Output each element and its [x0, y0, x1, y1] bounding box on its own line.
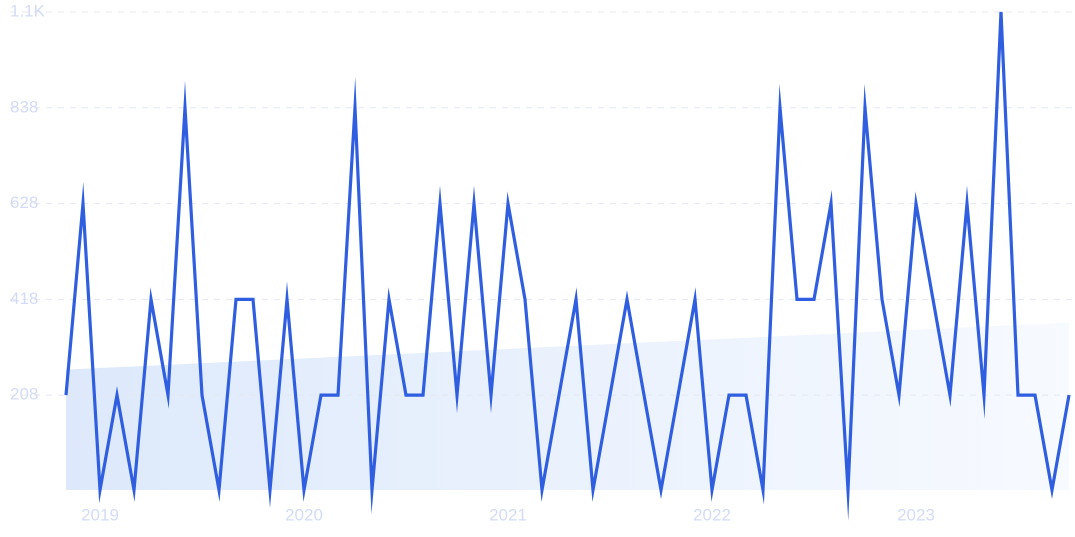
y-tick-label: 628 — [10, 193, 38, 212]
x-tick-label: 2020 — [285, 505, 323, 524]
y-tick-label: 208 — [10, 385, 38, 404]
y-tick-label: 418 — [10, 289, 38, 308]
x-tick-label: 2022 — [693, 505, 731, 524]
trend-area — [66, 322, 1069, 490]
x-tick-label: 2023 — [897, 505, 935, 524]
x-tick-label: 2021 — [489, 505, 527, 524]
x-tick-label: 2019 — [81, 505, 119, 524]
y-tick-label: 1.1K — [10, 1, 46, 20]
trend-line — [64, 11, 1071, 521]
y-tick-label: 838 — [10, 97, 38, 116]
